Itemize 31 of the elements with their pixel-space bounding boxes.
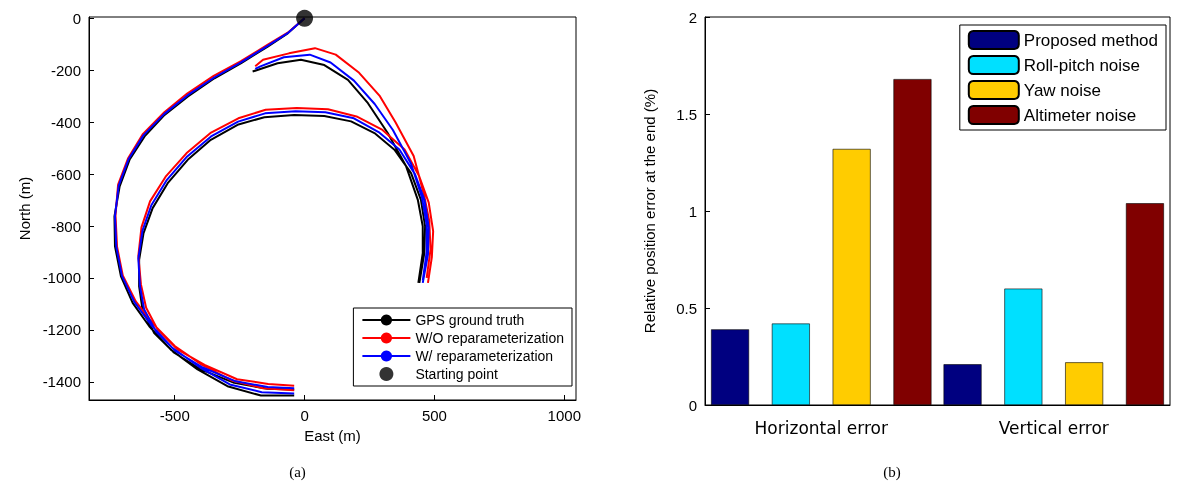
text: (b) xyxy=(883,463,901,481)
legend-label: Altimeter noise xyxy=(1023,105,1137,125)
y-tick-label: -400 xyxy=(50,113,81,131)
y-tick-label: -600 xyxy=(50,165,81,183)
x-tick-label: 500 xyxy=(421,407,447,424)
y-tick-label: 0 xyxy=(72,9,81,27)
legend-label: Yaw noise xyxy=(1023,80,1101,100)
y-tick-label: 0.5 xyxy=(676,299,697,317)
y-tick-label: -800 xyxy=(50,217,81,235)
x-tick-label: 0 xyxy=(300,407,309,424)
x-tick-label: -500 xyxy=(159,407,190,424)
legend-label: GPS ground truth xyxy=(415,312,525,328)
y-tick-label: -1200 xyxy=(42,321,81,339)
legend-label: Proposed method xyxy=(1023,30,1158,50)
x-tick-label: 1000 xyxy=(547,407,581,424)
legend-label: W/ reparameterization xyxy=(415,348,554,364)
text: (a) xyxy=(289,463,306,481)
y-tick-label: -1400 xyxy=(42,373,81,391)
y-axis-title: Relative position error at the end (%) xyxy=(641,88,658,334)
x-axis-title: East (m) xyxy=(304,426,361,444)
y-tick-label: 1.5 xyxy=(676,105,697,123)
legend-label: W/O reparameterization xyxy=(415,330,564,346)
x-tick-label: Horizontal error xyxy=(754,417,888,438)
y-tick-label: 1 xyxy=(688,202,697,220)
x-tick-label: Vertical error xyxy=(998,417,1109,438)
y-tick-label: 2 xyxy=(688,8,697,26)
legend-label: Starting point xyxy=(415,366,498,382)
y-axis-title: North (m) xyxy=(15,176,33,241)
y-tick-label: -200 xyxy=(50,61,81,79)
y-tick-label: -1000 xyxy=(42,269,81,287)
legend-label: Roll-pitch noise xyxy=(1023,55,1141,75)
